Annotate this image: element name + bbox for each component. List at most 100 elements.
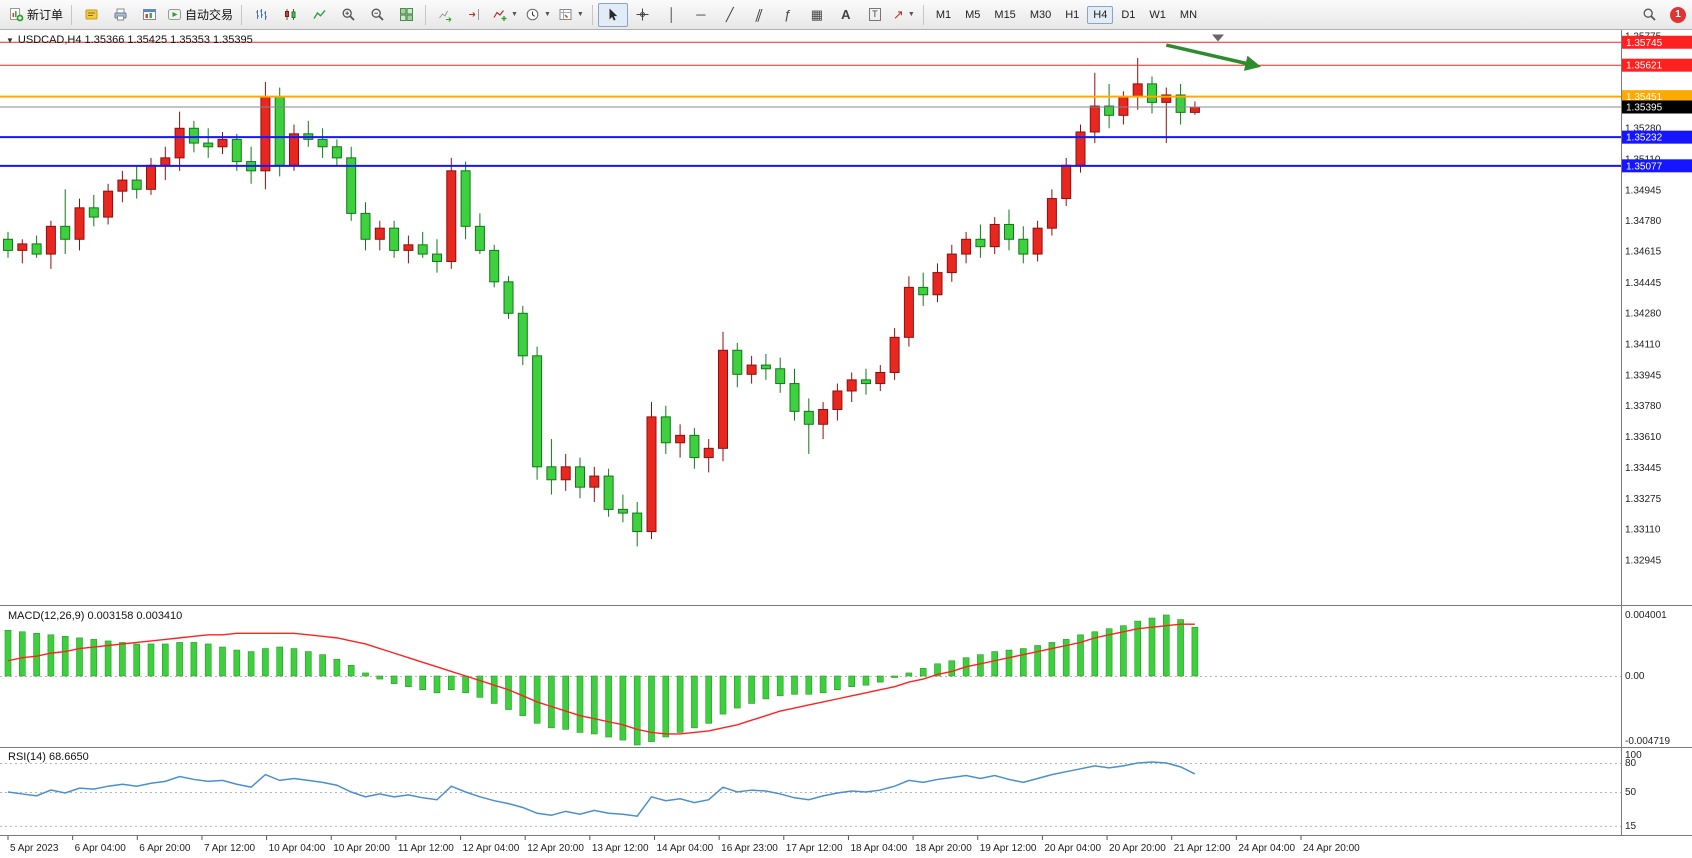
price-tag [1622, 35, 1692, 49]
separator [241, 4, 243, 25]
svg-text:20 Apr 20:00: 20 Apr 20:00 [1109, 843, 1166, 854]
data-window-button[interactable] [135, 4, 163, 26]
autotrading-button[interactable]: 自动交易 [164, 4, 236, 26]
svg-text:1.33110: 1.33110 [1625, 525, 1661, 536]
svg-text:1.33610: 1.33610 [1625, 432, 1662, 443]
svg-text:1.33445: 1.33445 [1625, 463, 1662, 474]
arrows-button[interactable]: ↗ ▼ [890, 4, 918, 26]
svg-text:10 Apr 20:00: 10 Apr 20:00 [333, 843, 390, 854]
price-tag [1622, 90, 1692, 104]
candles-layer [3, 57, 1200, 547]
crosshair-icon [636, 8, 649, 21]
candlestick-icon [284, 9, 296, 20]
text-button[interactable]: A [832, 4, 860, 26]
svg-text:1.35232: 1.35232 [1626, 133, 1663, 144]
time-axis: 5 Apr 2023 6 Apr 04:00 6 Apr 20:00 7 Apr 12… [7, 836, 1360, 854]
tf-H4[interactable]: H4 [1087, 5, 1114, 24]
symbol-ohlc-text: USDCAD,H4 1.35366 1.35425 1.35353 1.3539… [17, 34, 253, 46]
fibonacci-button[interactable]: ƒ [774, 4, 802, 26]
fibonacci-icon: ƒ [784, 7, 792, 22]
svg-text:20 Apr 04:00: 20 Apr 04:00 [1044, 843, 1101, 854]
separator [71, 4, 73, 25]
chart-shift-button[interactable] [460, 4, 488, 26]
templates-icon [559, 9, 572, 20]
chevron-down-icon: ▼ [543, 11, 551, 18]
tf-MN[interactable]: MN [1179, 8, 1198, 21]
templates-button[interactable]: ▼ [555, 4, 587, 26]
tf-D1[interactable]: D1 [1121, 8, 1136, 21]
price-lines-layer[interactable] [0, 41, 1621, 167]
price-tag [1622, 130, 1692, 144]
svg-text:1.35077: 1.35077 [1626, 161, 1663, 172]
horizontal-line-button[interactable]: ─ [687, 4, 715, 26]
auto-scroll-button[interactable] [431, 4, 459, 26]
svg-text:18 Apr 04:00: 18 Apr 04:00 [850, 843, 907, 854]
periods-button[interactable]: ▼ [522, 4, 554, 26]
candle-chart-type-button[interactable] [276, 4, 304, 26]
crosshair-button[interactable] [629, 4, 657, 26]
search-button[interactable] [1635, 4, 1663, 26]
search-icon [1643, 8, 1656, 21]
tile-windows-button[interactable] [392, 4, 420, 26]
zoom-in-button[interactable] [334, 4, 362, 26]
chart-shift-marker[interactable] [1212, 34, 1224, 42]
editor-button[interactable] [77, 4, 105, 26]
chevron-down-icon: ▼ [907, 11, 915, 18]
data-window-icon [142, 9, 156, 20]
indicators-button[interactable]: ▼ [489, 4, 521, 26]
notification-badge[interactable]: 1 [1670, 6, 1686, 23]
svg-text:1.33275: 1.33275 [1625, 494, 1662, 505]
tf-H1[interactable]: H1 [1065, 8, 1080, 21]
svg-text:12 Apr 20:00: 12 Apr 20:00 [527, 843, 584, 854]
chevron-down-icon: ▼ [576, 11, 584, 18]
svg-text:1.35451: 1.35451 [1626, 92, 1663, 103]
svg-text:1.34780: 1.34780 [1625, 216, 1662, 227]
svg-text:11 Apr 12:00: 11 Apr 12:00 [398, 843, 454, 854]
new-order-button[interactable]: 新订单 [6, 4, 66, 26]
print-button[interactable] [106, 4, 134, 26]
svg-text:100: 100 [1625, 750, 1642, 761]
svg-text:1.34280: 1.34280 [1625, 308, 1662, 319]
vertical-line-button[interactable]: │ [658, 4, 686, 26]
svg-text:15: 15 [1625, 821, 1637, 832]
bar-chart-icon [255, 9, 267, 20]
line-chart-type-button[interactable] [305, 4, 333, 26]
cursor-button[interactable] [597, 2, 628, 27]
svg-text:1.33780: 1.33780 [1625, 401, 1662, 412]
trend-arrow-annotation[interactable] [1165, 43, 1261, 71]
svg-text:1.34945: 1.34945 [1625, 185, 1662, 196]
tf-M30[interactable]: M30 [1029, 8, 1052, 21]
editor-icon [85, 9, 98, 20]
svg-text:12 Apr 04:00: 12 Apr 04:00 [463, 843, 520, 854]
separator [922, 4, 924, 25]
separator [425, 4, 427, 25]
price-tag [1622, 58, 1692, 72]
bar-chart-type-button[interactable] [247, 4, 275, 26]
tf-M5[interactable]: M5 [965, 8, 981, 21]
zoom-out-button[interactable] [363, 4, 391, 26]
svg-text:1.34445: 1.34445 [1625, 278, 1662, 289]
channel-button[interactable]: ∥ [745, 4, 773, 26]
tf-M1[interactable]: M1 [935, 8, 952, 21]
tile-windows-icon [399, 8, 413, 22]
grid-layer [0, 676, 1621, 827]
svg-text:18 Apr 20:00: 18 Apr 20:00 [915, 843, 972, 854]
chart-canvas[interactable]: 1.357751.352801.351101.349451.347801.346… [0, 30, 1692, 858]
zoom-out-icon [371, 8, 384, 21]
svg-text:21 Apr 12:00: 21 Apr 12:00 [1174, 843, 1231, 854]
text-label-button[interactable]: T [861, 4, 889, 26]
svg-text:0.00: 0.00 [1625, 671, 1645, 682]
rsi-indicator-label: RSI(14) 68.6650 [8, 751, 89, 763]
symbol-info-line: ▼ USDCAD,H4 1.35366 1.35425 1.35353 1.353… [6, 34, 253, 46]
svg-text:7 Apr 12:00: 7 Apr 12:00 [204, 843, 256, 854]
trendline-icon: ╱ [725, 7, 734, 22]
shapes-button[interactable]: ▦ [803, 4, 831, 26]
price-tag [1622, 100, 1692, 114]
svg-text:1.35621: 1.35621 [1626, 61, 1663, 72]
tf-M15[interactable]: M15 [994, 8, 1016, 21]
text-icon: A [841, 7, 851, 22]
symbol-menu-icon[interactable]: ▼ [6, 36, 14, 45]
trendline-button[interactable]: ╱ [716, 4, 744, 26]
tf-W1[interactable]: W1 [1149, 8, 1166, 21]
svg-text:16 Apr 23:00: 16 Apr 23:00 [721, 843, 778, 854]
